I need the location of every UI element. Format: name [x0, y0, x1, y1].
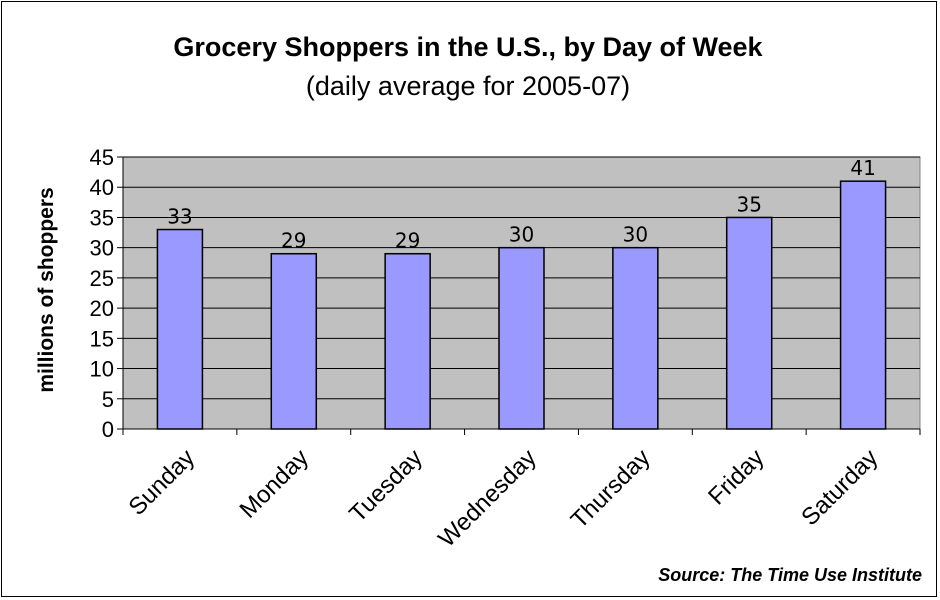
- x-tick-label-saturday: Saturday: [796, 444, 883, 531]
- x-tick-label-friday: Friday: [703, 444, 769, 510]
- y-tick-label: 30: [90, 236, 114, 261]
- x-tick-label-tuesday: Tuesday: [344, 444, 428, 528]
- x-tick-label-thursday: Thursday: [566, 444, 656, 534]
- y-tick-label: 40: [90, 175, 114, 200]
- source-note: Source: The Time Use Institute: [658, 565, 922, 585]
- data-label-saturday: 41: [850, 156, 875, 180]
- data-label-monday: 29: [281, 229, 306, 253]
- x-tick-label-wednesday: Wednesday: [433, 444, 541, 552]
- data-label-wednesday: 30: [509, 223, 534, 247]
- data-label-thursday: 30: [623, 223, 648, 247]
- x-tick-label-monday: Monday: [235, 444, 314, 523]
- y-tick-label: 20: [90, 296, 114, 321]
- bar-monday: [270, 252, 318, 430]
- y-tick-label: 25: [90, 266, 114, 291]
- bar-wednesday: [498, 246, 545, 430]
- data-label-tuesday: 29: [395, 229, 420, 253]
- y-tick-label: 35: [90, 205, 114, 230]
- bar-tuesday: [384, 252, 431, 430]
- y-tick-label: 45: [90, 145, 114, 170]
- chart-title: Grocery Shoppers in the U.S., by Day of …: [173, 32, 763, 62]
- bar-thursday: [612, 246, 659, 430]
- y-tick-label: 15: [90, 326, 114, 351]
- y-tick-label: 0: [102, 417, 114, 442]
- chart-subtitle: (daily average for 2005-07): [305, 71, 631, 101]
- data-label-sunday: 33: [167, 205, 192, 229]
- bar-sunday: [156, 228, 204, 430]
- y-tick-label: 10: [90, 357, 114, 382]
- bar-saturday: [839, 180, 887, 430]
- data-label-friday: 35: [736, 192, 761, 216]
- y-tick-label: 5: [102, 387, 114, 412]
- x-tick-label-sunday: Sunday: [124, 444, 201, 521]
- bar-friday: [725, 216, 773, 430]
